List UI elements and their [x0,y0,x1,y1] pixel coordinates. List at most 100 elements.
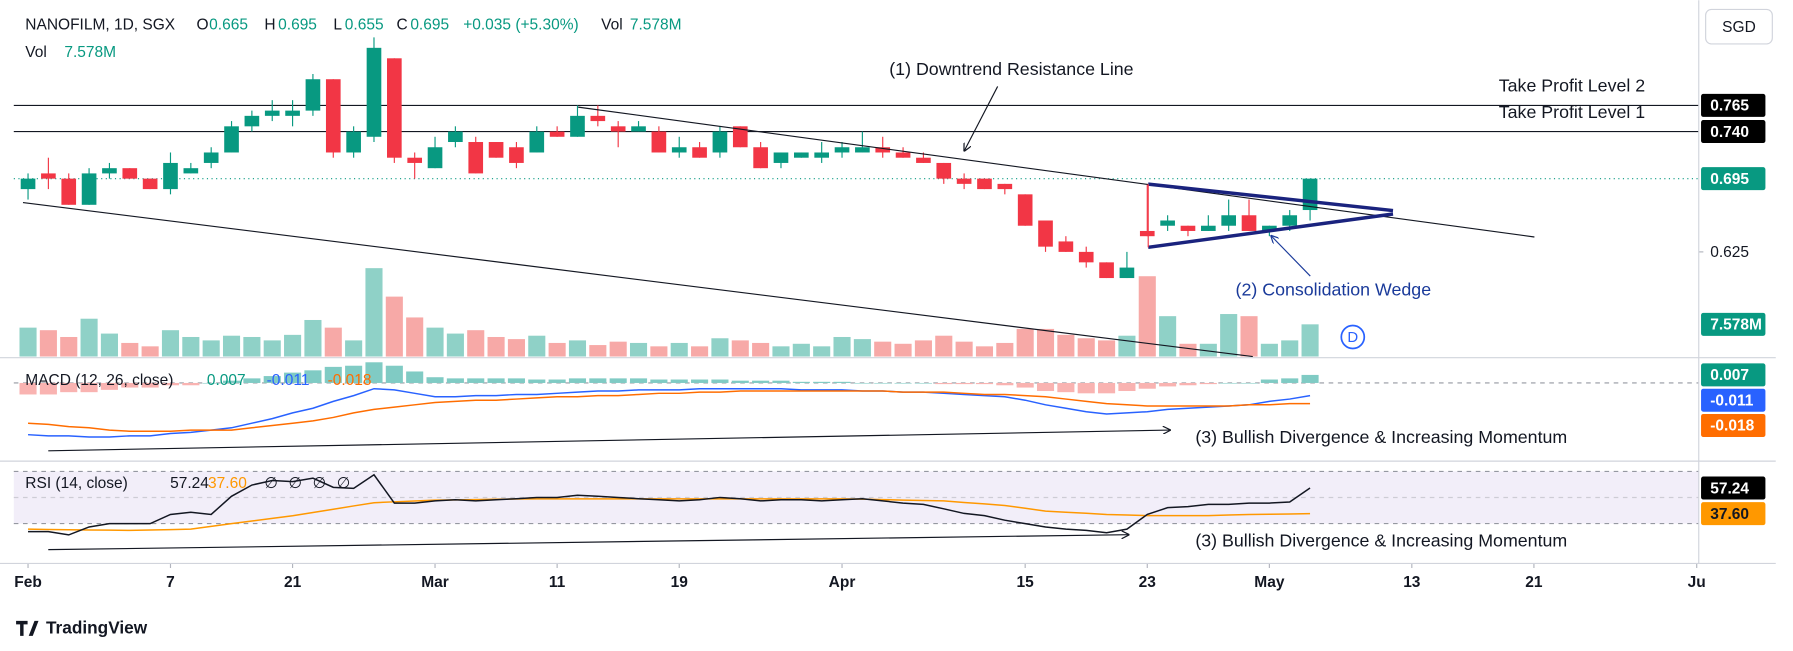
candle-body [753,147,768,169]
macd-histogram-bar [650,379,668,383]
macd-histogram-bar [1036,382,1055,392]
arrow [1271,236,1311,277]
macd-histogram-bar [202,382,220,384]
volume-bar [1118,335,1136,357]
macd-badge-label: -0.011 [1710,392,1753,409]
candle-body [529,131,545,153]
annotation: (3) Bullish Divergence & Increasing Mome… [1195,427,1567,447]
candle-body [142,178,158,190]
candle-body [427,147,443,169]
candle-body [651,131,667,153]
candle-body [41,173,56,179]
volume-bar [1220,314,1238,357]
currency[interactable]: SGD [1722,19,1756,36]
volume-bar [568,340,587,357]
signal-line [28,390,1311,432]
macd-histogram-bar [161,382,180,386]
macd-histogram-bar [182,382,200,386]
brand-name: TradingView [46,617,148,637]
x-tick-label: Apr [829,574,856,591]
candle-body [956,178,972,184]
volume-bar [1098,340,1116,357]
candle-body [1262,225,1277,231]
macd-histogram-bar [446,378,464,383]
wedge-line [1148,182,1394,213]
macd-histogram-bar [243,378,261,383]
x-tick-label: 15 [1017,574,1035,591]
vol-title: Vol [25,44,47,61]
macd-histogram-bar [222,380,241,383]
volume-bar [609,341,627,357]
volume-bar [39,330,57,357]
volume-bar [141,346,159,357]
last-price-badge [1701,167,1766,191]
lower-trend-line [22,201,1253,358]
drawings [0,0,1776,564]
candle-body [875,147,891,153]
currency-button[interactable] [1705,8,1773,45]
macd-histogram-bar [263,376,281,383]
candle-body [1078,251,1094,263]
x-tick-label: 21 [1525,574,1543,591]
candle-body [814,152,830,158]
macd-histogram-bar [752,380,770,383]
volume-bar [1138,276,1156,357]
candle-body [1180,225,1196,231]
arrow [964,86,999,150]
macd-histogram-bar [711,379,729,383]
rsi-badge-label: 57.24 [1710,480,1749,497]
macd-histogram-bar [813,381,831,383]
brand: TradingView [16,617,148,637]
macd-histogram-bar [1016,382,1034,388]
volume-bar [731,340,749,357]
volume-bar [914,340,932,357]
macd-line [28,387,1311,438]
candle-body [122,168,138,179]
price-line-badge-label: 0.765 [1710,98,1749,115]
candle-body [163,162,178,190]
macd-histogram-bar [528,379,546,383]
macd-histogram-bar [507,378,525,383]
price-line-badge [1701,93,1766,117]
candle-body [570,115,585,137]
candle-body [224,126,239,153]
macd-histogram-bar [792,381,810,383]
candle-body [692,147,707,158]
price-line-badge [1701,120,1766,144]
candle-body [203,152,219,163]
volume-bar [1016,328,1034,357]
volume-bar [345,340,363,357]
volume-bar [1199,343,1217,357]
candle-body [264,110,280,116]
x-tick-label: Ju [1688,574,1706,591]
candle-body [916,157,931,163]
volume-bar [304,319,322,357]
candle-body [366,47,382,137]
volume-bar [1159,316,1177,357]
volume-bar [752,342,770,357]
candle-body [590,115,606,122]
volume-bar [629,342,648,357]
data-layer: Feb 7 21 Mar 11 19 Apr 15 23 May 13 21 Ju 0.625 Take P… [13,37,1766,591]
macd-histogram-bar [121,382,139,388]
candle-body [895,152,911,158]
macd-histogram-bar [304,370,322,383]
macd-histogram-bar [568,378,587,383]
volume-bar [60,336,78,357]
macd-histogram-bar [365,362,383,383]
volume-bar [19,327,37,357]
volume-bar [406,317,424,357]
volume-bar [487,336,505,357]
macd-histogram-bar [1220,382,1238,384]
candle-body [102,168,117,174]
volume-bar [1281,340,1299,357]
volume-bar [222,335,241,357]
candle-body [325,79,341,153]
volume-bar [792,343,810,357]
candle-body [631,126,646,132]
event-marker[interactable] [1340,324,1366,350]
na-mark: ∅ [288,475,302,492]
candle-body [834,147,850,153]
macd-histogram-bar [467,378,485,383]
volume-bar [507,339,525,357]
